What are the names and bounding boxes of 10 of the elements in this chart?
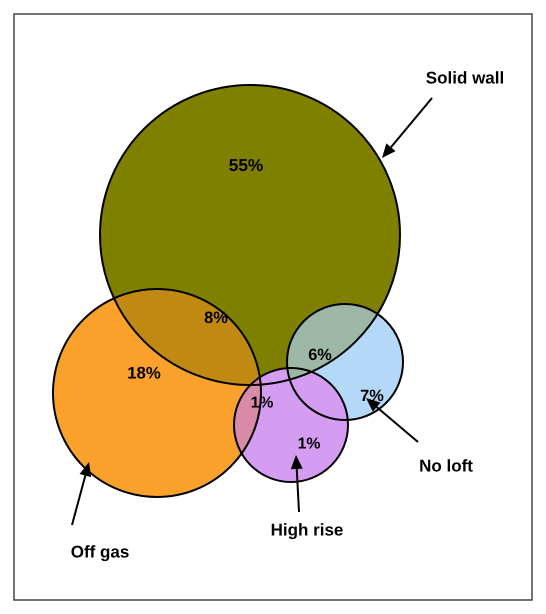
text: Solid wall [426, 68, 504, 88]
text: Off gas [70, 542, 130, 562]
text: No loft [419, 456, 474, 476]
data-label: 18% [127, 364, 161, 382]
data-label: 8% [204, 309, 228, 327]
data-label: 6% [308, 346, 332, 364]
data-label: 1% [298, 436, 320, 452]
data-label: 7% [360, 387, 384, 405]
text: High rise [270, 520, 344, 540]
data-label: 55% [228, 155, 264, 175]
